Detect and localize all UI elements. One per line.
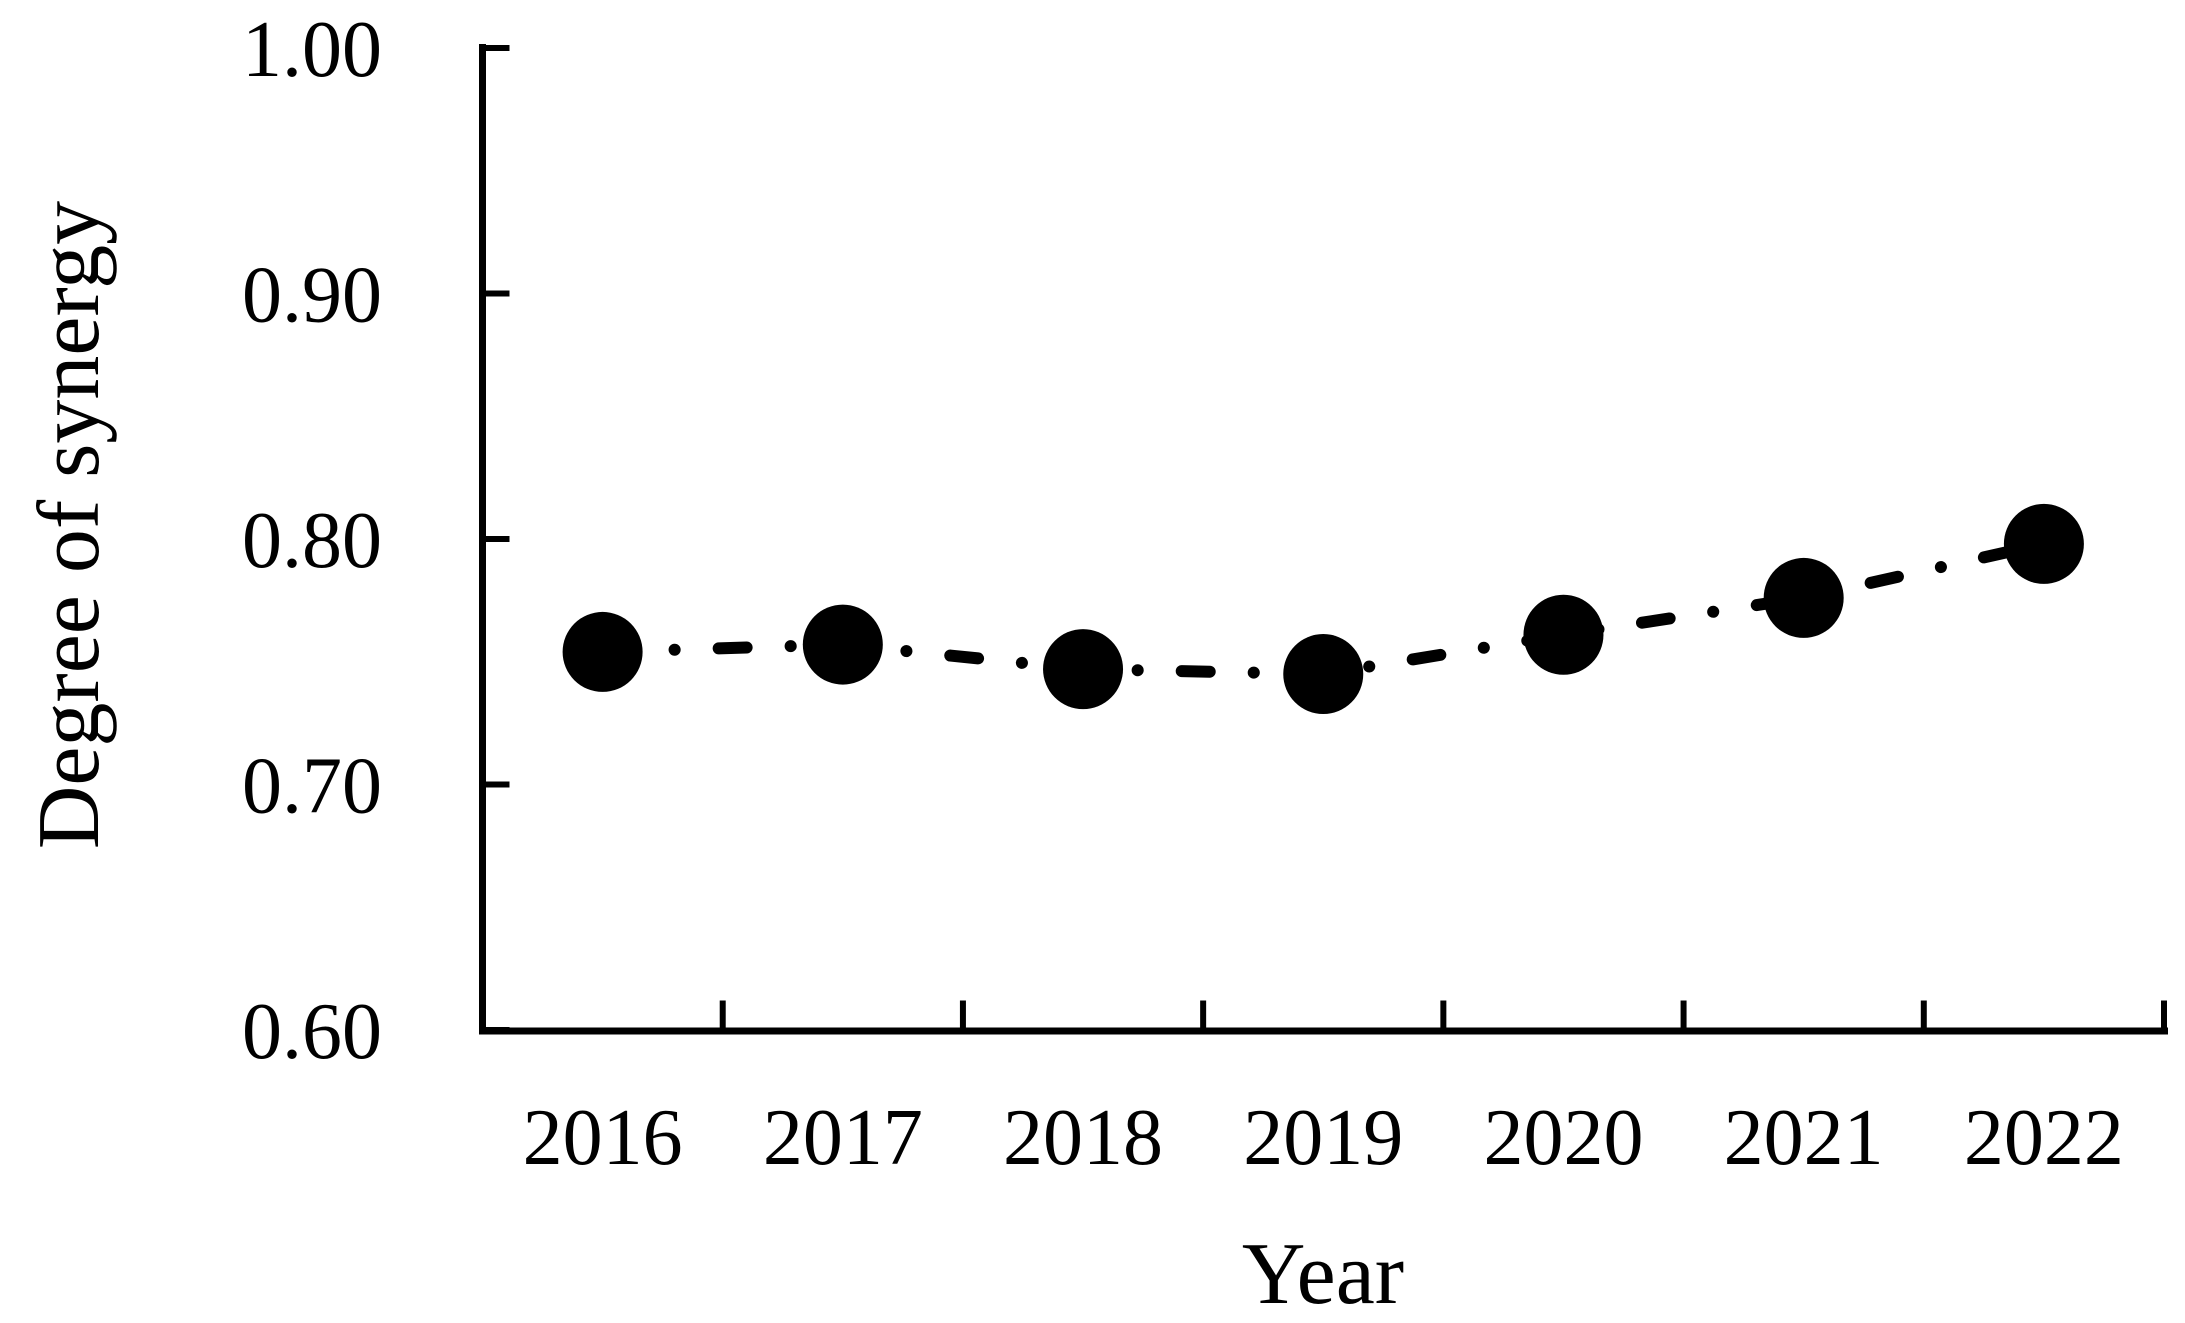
x-tick-label: 2020 <box>1483 1094 1643 1182</box>
x-axis-tick-labels: 2016 2017 2018 2019 2020 2021 2022 <box>523 1094 2124 1182</box>
data-point-2019 <box>1283 634 1364 715</box>
data-point-2022 <box>2003 503 2084 584</box>
x-tick-label: 2016 <box>523 1094 683 1182</box>
data-series <box>562 503 2084 715</box>
data-point-2017 <box>802 604 883 685</box>
y-axis-ticks <box>482 45 510 1033</box>
x-tick-label: 2018 <box>1003 1094 1163 1182</box>
data-point-2020 <box>1523 594 1604 675</box>
y-tick-label: 0.60 <box>242 988 382 1076</box>
axes <box>479 44 2168 1035</box>
y-axis-title: Degree of synergy <box>21 201 118 849</box>
data-point-2018 <box>1043 629 1124 710</box>
data-point-2021 <box>1763 557 1844 638</box>
y-tick-label: 0.70 <box>242 743 382 831</box>
x-tick-label: 2017 <box>763 1094 923 1182</box>
x-axis-ticks <box>719 1000 2167 1031</box>
x-tick-label: 2019 <box>1243 1094 1403 1182</box>
x-axis-title: Year <box>1242 1226 1404 1323</box>
x-tick-label: 2021 <box>1724 1094 1884 1182</box>
y-tick-label: 0.80 <box>242 497 382 585</box>
x-tick-label: 2022 <box>1964 1094 2124 1182</box>
y-tick-label: 0.90 <box>242 252 382 340</box>
data-point-2016 <box>562 611 643 692</box>
y-tick-label: 1.00 <box>242 6 382 94</box>
y-axis-tick-labels: 0.60 0.70 0.80 0.90 1.00 <box>242 6 382 1076</box>
